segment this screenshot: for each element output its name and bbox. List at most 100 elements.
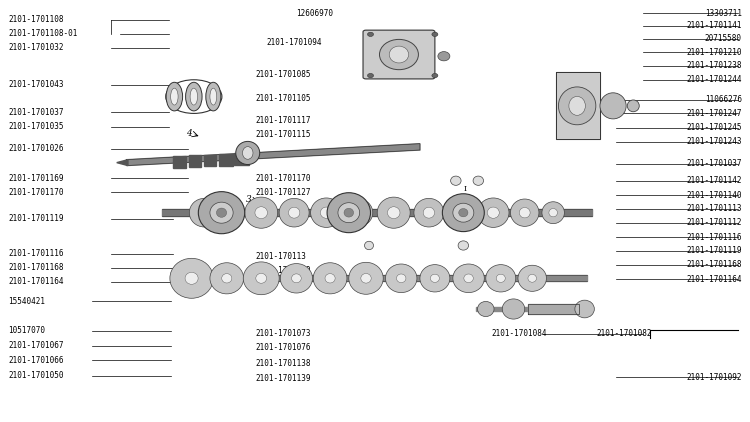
Text: 2101-1701067: 2101-1701067	[8, 341, 64, 350]
Text: 2101-1701032: 2101-1701032	[8, 43, 64, 52]
Ellipse shape	[518, 265, 547, 291]
Text: 2101-1701112: 2101-1701112	[686, 218, 742, 227]
Ellipse shape	[389, 46, 409, 63]
Ellipse shape	[486, 265, 516, 292]
Ellipse shape	[478, 198, 509, 227]
Ellipse shape	[353, 208, 364, 218]
Ellipse shape	[327, 193, 370, 233]
Ellipse shape	[549, 208, 557, 217]
Ellipse shape	[519, 208, 530, 218]
Bar	[173, 156, 186, 168]
Ellipse shape	[279, 198, 309, 227]
Text: 2101-1701082: 2101-1701082	[596, 329, 652, 338]
Text: 2101-1701168: 2101-1701168	[686, 260, 742, 269]
Ellipse shape	[414, 198, 444, 227]
Ellipse shape	[432, 73, 438, 78]
Ellipse shape	[496, 274, 506, 282]
Text: 2101-1701043: 2101-1701043	[8, 80, 64, 89]
Text: 2101-1701168: 2101-1701168	[8, 263, 64, 272]
Ellipse shape	[292, 274, 302, 283]
Text: 11066276: 11066276	[705, 95, 742, 104]
Ellipse shape	[198, 192, 244, 234]
Text: 2101-1701108-01: 2101-1701108-01	[8, 29, 77, 38]
Bar	[172, 275, 586, 281]
Ellipse shape	[222, 273, 232, 283]
Text: 2101-1701092: 2101-1701092	[686, 373, 742, 381]
Text: 2101-1701119: 2101-1701119	[8, 214, 64, 223]
Text: 2101-170113: 2101-170113	[255, 252, 306, 261]
Ellipse shape	[190, 88, 197, 105]
Bar	[529, 304, 579, 314]
Ellipse shape	[600, 93, 626, 119]
Bar	[189, 155, 200, 167]
Ellipse shape	[397, 274, 406, 283]
Text: 2101-1701170: 2101-1701170	[255, 174, 310, 183]
Text: 2101-1701085: 2101-1701085	[255, 70, 310, 79]
Text: 2101-1701066: 2101-1701066	[8, 356, 64, 365]
Ellipse shape	[361, 273, 371, 283]
Ellipse shape	[503, 299, 525, 319]
Ellipse shape	[569, 96, 585, 115]
Text: 2101-1701084: 2101-1701084	[492, 329, 548, 338]
Ellipse shape	[210, 263, 244, 294]
Ellipse shape	[423, 207, 434, 218]
Ellipse shape	[236, 141, 260, 165]
Ellipse shape	[320, 207, 332, 218]
Ellipse shape	[242, 147, 253, 159]
Text: 2101-1701113: 2101-1701113	[686, 204, 742, 214]
Text: 2101-1701164: 2101-1701164	[8, 277, 64, 286]
Text: 2101-1701164: 2101-1701164	[686, 275, 742, 284]
Ellipse shape	[206, 82, 220, 111]
Polygon shape	[117, 160, 128, 165]
Text: 3: 3	[246, 195, 252, 204]
Text: 2101-1701140: 2101-1701140	[686, 190, 742, 200]
Text: 4: 4	[187, 129, 192, 138]
Text: 2101-1701050: 2101-1701050	[8, 371, 64, 380]
Bar	[204, 154, 215, 166]
Text: 2101-1701119: 2101-1701119	[686, 246, 742, 255]
FancyBboxPatch shape	[363, 30, 435, 79]
Ellipse shape	[185, 82, 202, 111]
Ellipse shape	[256, 273, 266, 283]
Text: 2101-1701127: 2101-1701127	[255, 187, 310, 197]
Ellipse shape	[456, 208, 466, 218]
Ellipse shape	[338, 203, 360, 223]
Ellipse shape	[511, 199, 539, 226]
Text: 2101-1701247: 2101-1701247	[686, 109, 742, 118]
Text: 2101-1701138: 2101-1701138	[255, 359, 310, 368]
Ellipse shape	[430, 274, 439, 282]
Text: 2101-1701105: 2101-1701105	[255, 94, 310, 103]
Bar	[234, 153, 249, 165]
Text: 2101-1701037: 2101-1701037	[686, 160, 742, 168]
Text: 2101-1701170: 2101-1701170	[8, 187, 64, 197]
Ellipse shape	[627, 100, 639, 112]
Ellipse shape	[478, 301, 494, 316]
Text: 2101-1701243: 2101-1701243	[686, 137, 742, 146]
Text: 2101-1701142: 2101-1701142	[686, 176, 742, 185]
Ellipse shape	[243, 262, 279, 295]
Ellipse shape	[171, 88, 178, 105]
Ellipse shape	[255, 207, 268, 219]
Ellipse shape	[473, 176, 484, 185]
Ellipse shape	[453, 203, 474, 222]
Text: 2101-1701094: 2101-1701094	[266, 38, 322, 47]
Ellipse shape	[226, 208, 236, 217]
Ellipse shape	[386, 264, 417, 292]
Ellipse shape	[344, 199, 373, 226]
Text: 2101-1701169: 2101-1701169	[255, 266, 310, 275]
Text: 2101-1701026: 2101-1701026	[8, 144, 64, 153]
Text: 2101-1701169: 2101-1701169	[8, 174, 64, 183]
Ellipse shape	[185, 272, 198, 284]
Ellipse shape	[442, 194, 485, 232]
Polygon shape	[556, 72, 599, 139]
Text: 2101-1701139: 2101-1701139	[255, 374, 310, 383]
Text: 15540421: 15540421	[8, 297, 45, 306]
Ellipse shape	[451, 176, 461, 185]
Ellipse shape	[459, 208, 468, 217]
Ellipse shape	[199, 207, 210, 218]
Bar	[219, 154, 232, 165]
Ellipse shape	[464, 274, 473, 283]
Ellipse shape	[420, 265, 450, 292]
Ellipse shape	[210, 202, 233, 223]
Text: 13303711: 13303711	[705, 9, 742, 18]
